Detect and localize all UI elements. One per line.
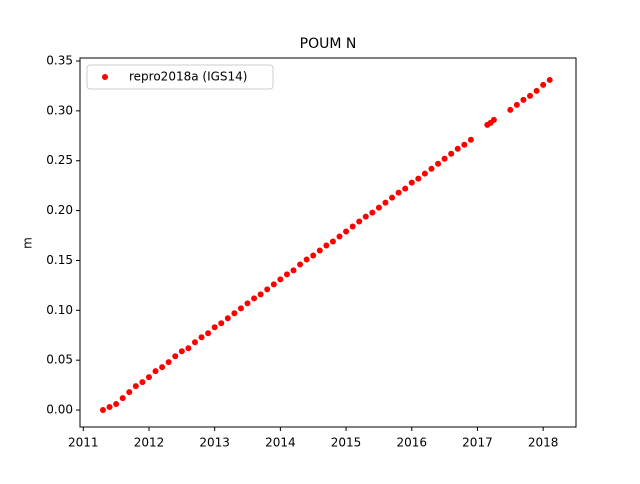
data-point — [297, 261, 304, 268]
data-point — [283, 271, 290, 278]
y-tick-label: 0.10 — [46, 303, 73, 317]
data-point — [251, 295, 258, 302]
data-point — [264, 286, 271, 293]
y-tick-label: 0.35 — [46, 53, 73, 67]
data-point — [126, 389, 133, 396]
data-point — [198, 334, 205, 341]
y-axis-label: m — [21, 237, 35, 249]
data-point — [343, 228, 350, 235]
data-point — [277, 276, 284, 283]
data-point — [224, 315, 231, 322]
y-tick-label: 0.00 — [46, 403, 73, 417]
data-point — [507, 106, 514, 113]
data-point — [178, 348, 185, 355]
data-point — [257, 291, 264, 298]
y-tick-label: 0.20 — [46, 203, 73, 217]
data-point — [356, 218, 363, 225]
data-point — [211, 324, 218, 331]
data-point — [428, 165, 435, 172]
data-point — [159, 364, 166, 371]
data-point — [415, 175, 422, 182]
legend-marker — [102, 74, 108, 80]
x-tick-label: 2015 — [331, 436, 362, 450]
data-point — [185, 345, 192, 352]
data-point — [448, 150, 455, 157]
plot-frame — [79, 57, 577, 428]
data-point — [461, 141, 468, 148]
data-point — [139, 379, 146, 386]
x-tick-label: 2016 — [396, 436, 427, 450]
data-point — [490, 116, 497, 123]
chart-title: POUM N — [300, 36, 357, 52]
legend-box — [86, 64, 274, 90]
x-tick-label: 2012 — [134, 436, 165, 450]
data-point — [191, 339, 198, 346]
x-tick-label: 2018 — [528, 436, 559, 450]
data-point — [369, 209, 376, 216]
data-point — [329, 238, 336, 245]
data-point — [106, 404, 113, 411]
data-point — [152, 368, 159, 375]
data-point — [316, 247, 323, 254]
data-point — [165, 359, 172, 366]
data-point — [218, 320, 225, 327]
legend-label: repro2018a (IGS14) — [129, 70, 247, 84]
data-point — [237, 305, 244, 312]
data-point — [349, 223, 356, 230]
data-point — [323, 242, 330, 249]
data-point — [389, 194, 396, 201]
data-point — [435, 160, 442, 167]
data-point — [244, 300, 251, 307]
data-point — [205, 330, 212, 337]
data-point — [441, 155, 448, 162]
data-point — [119, 395, 126, 402]
x-tick-label: 2013 — [199, 436, 230, 450]
data-point — [382, 199, 389, 206]
data-point — [467, 136, 474, 143]
data-point — [546, 76, 553, 83]
data-point — [454, 145, 461, 152]
data-point — [402, 185, 409, 192]
y-tick-label: 0.15 — [46, 253, 73, 267]
y-tick-label: 0.05 — [46, 353, 73, 367]
y-tick-label: 0.30 — [46, 103, 73, 117]
data-point — [513, 101, 520, 108]
x-tick-label: 2011 — [68, 436, 99, 450]
data-point — [145, 374, 152, 381]
data-point — [408, 179, 415, 186]
data-point — [421, 170, 428, 177]
data-point — [362, 213, 369, 220]
data-point — [270, 281, 277, 288]
data-point — [303, 256, 310, 263]
data-point — [527, 92, 534, 99]
data-point — [231, 310, 238, 317]
data-point — [395, 189, 402, 196]
data-point — [375, 204, 382, 211]
data-point — [172, 353, 179, 360]
data-point — [290, 267, 297, 274]
y-tick-label: 0.25 — [46, 153, 73, 167]
data-point — [99, 407, 106, 414]
data-point — [520, 96, 527, 103]
data-point — [310, 252, 317, 259]
x-tick-label: 2017 — [462, 436, 493, 450]
data-point — [132, 383, 139, 390]
data-point — [336, 233, 343, 240]
x-tick-label: 2014 — [265, 436, 296, 450]
data-point — [113, 401, 120, 408]
data-point — [533, 87, 540, 94]
data-point — [540, 81, 547, 88]
